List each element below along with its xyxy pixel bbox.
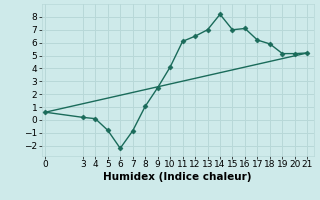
X-axis label: Humidex (Indice chaleur): Humidex (Indice chaleur) xyxy=(103,172,252,182)
